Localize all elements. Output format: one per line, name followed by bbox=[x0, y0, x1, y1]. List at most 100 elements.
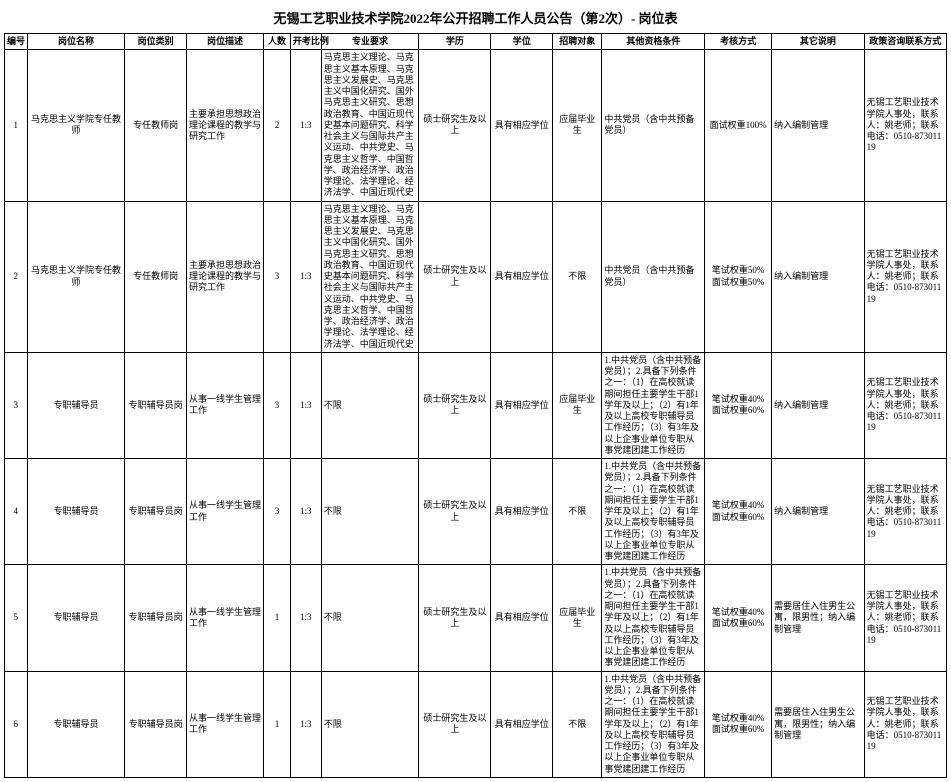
table-cell: 专职辅导员岗 bbox=[125, 352, 187, 458]
table-cell: 纳入编制管理 bbox=[772, 352, 865, 458]
table-cell: 应届毕业生 bbox=[553, 50, 602, 201]
table-cell: 笔试权重40% 面试权重60% bbox=[705, 565, 772, 671]
col-header: 编号 bbox=[5, 34, 28, 50]
table-cell: 纳入编制管理 bbox=[772, 459, 865, 565]
table-cell: 需要居住入住男生公寓，限男性；纳入编制管理 bbox=[772, 671, 865, 777]
table-cell: 马克思主义理论、马克思主义基本原理、马克思主义发展史、马克思主义中国化研究、国外… bbox=[321, 50, 419, 201]
table-cell: 不限 bbox=[553, 459, 602, 565]
table-cell: 专职辅导员岗 bbox=[125, 671, 187, 777]
table-cell: 不限 bbox=[321, 565, 419, 671]
table-cell: 马克思主义理论、马克思主义基本原理、马克思主义发展史、马克思主义中国化研究、国外… bbox=[321, 201, 419, 352]
table-cell: 无锡工艺职业技术学院人事处，联系人：姚老师；联系电话：0510-87301119 bbox=[864, 352, 946, 458]
table-cell: 1:3 bbox=[290, 459, 321, 565]
table-header-row: 编号 岗位名称 岗位类别 岗位描述 人数 开考比例 专业要求 学历 学位 招聘对… bbox=[5, 34, 947, 50]
table-cell: 面试权重100% bbox=[705, 50, 772, 201]
table-cell: 硕士研究生及以上 bbox=[419, 671, 491, 777]
table-cell: 中共党员（含中共预备党员） bbox=[602, 201, 705, 352]
table-cell: 马克思主义学院专任教师 bbox=[27, 50, 125, 201]
col-header: 专业要求 bbox=[321, 34, 419, 50]
table-cell: 1.中共党员（含中共预备党员）；2.具备下列条件之一：（1）在高校就读期间担任主… bbox=[602, 671, 705, 777]
table-cell: 具有相应学位 bbox=[491, 459, 553, 565]
table-cell: 专职辅导员 bbox=[27, 565, 125, 671]
table-cell: 具有相应学位 bbox=[491, 671, 553, 777]
table-cell: 笔试权重40% 面试权重60% bbox=[705, 459, 772, 565]
table-cell: 1:3 bbox=[290, 671, 321, 777]
table-cell: 纳入编制管理 bbox=[772, 50, 865, 201]
table-cell: 硕士研究生及以上 bbox=[419, 565, 491, 671]
table-cell: 从事一线学生管理工作 bbox=[186, 352, 263, 458]
table-cell: 从事一线学生管理工作 bbox=[186, 459, 263, 565]
table-cell: 无锡工艺职业技术学院人事处，联系人：姚老师；联系电话：0510-87301119 bbox=[864, 459, 946, 565]
table-cell: 无锡工艺职业技术学院人事处，联系人：姚老师；联系电话：0510-87301119 bbox=[864, 671, 946, 777]
col-header: 考核方式 bbox=[705, 34, 772, 50]
col-header: 学位 bbox=[491, 34, 553, 50]
table-cell: 1 bbox=[264, 565, 291, 671]
table-cell: 笔试权重40% 面试权重60% bbox=[705, 352, 772, 458]
table-cell: 1.中共党员（含中共预备党员）；2.具备下列条件之一：（1）在高校就读期间担任主… bbox=[602, 352, 705, 458]
table-cell: 专职辅导员岗 bbox=[125, 459, 187, 565]
table-cell: 1 bbox=[264, 671, 291, 777]
table-cell: 主要承担思想政治理论课程的教学与研究工作 bbox=[186, 201, 263, 352]
table-cell: 无锡工艺职业技术学院人事处，联系人：姚老师；联系电话：0510-87301119 bbox=[864, 50, 946, 201]
col-header: 其他资格条件 bbox=[602, 34, 705, 50]
table-cell: 无锡工艺职业技术学院人事处，联系人：姚老师；联系电话：0510-87301119 bbox=[864, 201, 946, 352]
table-cell: 硕士研究生及以上 bbox=[419, 50, 491, 201]
table-cell: 1:3 bbox=[290, 565, 321, 671]
table-cell: 专职辅导员 bbox=[27, 459, 125, 565]
positions-table: 编号 岗位名称 岗位类别 岗位描述 人数 开考比例 专业要求 学历 学位 招聘对… bbox=[4, 33, 947, 778]
table-cell: 3 bbox=[264, 459, 291, 565]
table-cell: 中共党员（含中共预备党员） bbox=[602, 50, 705, 201]
table-cell: 从事一线学生管理工作 bbox=[186, 671, 263, 777]
col-header: 学历 bbox=[419, 34, 491, 50]
table-cell: 不限 bbox=[553, 201, 602, 352]
table-cell: 3 bbox=[264, 352, 291, 458]
col-header: 政策咨询联系方式 bbox=[864, 34, 946, 50]
table-cell: 从事一线学生管理工作 bbox=[186, 565, 263, 671]
table-row: 2马克思主义学院专任教师专任教师岗主要承担思想政治理论课程的教学与研究工作31:… bbox=[5, 201, 947, 352]
col-header: 开考比例 bbox=[290, 34, 321, 50]
table-cell: 具有相应学位 bbox=[491, 50, 553, 201]
table-cell: 1:3 bbox=[290, 201, 321, 352]
table-cell: 具有相应学位 bbox=[491, 352, 553, 458]
table-row: 6专职辅导员专职辅导员岗从事一线学生管理工作11:3不限硕士研究生及以上具有相应… bbox=[5, 671, 947, 777]
table-cell: 专职辅导员 bbox=[27, 352, 125, 458]
table-cell: 具有相应学位 bbox=[491, 201, 553, 352]
table-cell: 需要居住入住男生公寓，限男性；纳入编制管理 bbox=[772, 565, 865, 671]
table-cell: 不限 bbox=[553, 671, 602, 777]
table-cell: 1:3 bbox=[290, 50, 321, 201]
col-header: 岗位描述 bbox=[186, 34, 263, 50]
table-cell: 硕士研究生及以上 bbox=[419, 352, 491, 458]
table-cell: 2 bbox=[264, 50, 291, 201]
col-header: 其它说明 bbox=[772, 34, 865, 50]
table-cell: 硕士研究生及以上 bbox=[419, 459, 491, 565]
table-cell: 专职辅导员岗 bbox=[125, 565, 187, 671]
col-header: 招聘对象 bbox=[553, 34, 602, 50]
table-cell: 无锡工艺职业技术学院人事处，联系人：姚老师；联系电话：0510-87301119 bbox=[864, 565, 946, 671]
table-cell: 笔试权重40% 面试权重60% bbox=[705, 671, 772, 777]
table-cell: 具有相应学位 bbox=[491, 565, 553, 671]
table-row: 4专职辅导员专职辅导员岗从事一线学生管理工作31:3 不限硕士研究生及以上具有相应… bbox=[5, 459, 947, 565]
col-header: 岗位名称 bbox=[27, 34, 125, 50]
table-cell: 专任教师岗 bbox=[125, 201, 187, 352]
table-cell: 不限 bbox=[321, 352, 419, 458]
table-row: 5专职辅导员专职辅导员岗从事一线学生管理工作11:3不限硕士研究生及以上具有相应… bbox=[5, 565, 947, 671]
table-cell: 5 bbox=[5, 565, 28, 671]
table-cell: 1:3 bbox=[290, 352, 321, 458]
table-cell: 1.中共党员（含中共预备党员）；2.具备下列条件之一：（1）在高校就读期间担任主… bbox=[602, 565, 705, 671]
table-cell: 2 bbox=[5, 201, 28, 352]
table-cell: 6 bbox=[5, 671, 28, 777]
table-cell: 纳入编制管理 bbox=[772, 201, 865, 352]
table-row: 3专职辅导员专职辅导员岗从事一线学生管理工作31:3不限硕士研究生及以上具有相应… bbox=[5, 352, 947, 458]
table-row: 1马克思主义学院专任教师专任教师岗主要承担思想政治理论课程的教学与研究工作21:… bbox=[5, 50, 947, 201]
table-cell: 应届毕业生 bbox=[553, 352, 602, 458]
table-cell: 应届毕业生 bbox=[553, 565, 602, 671]
page-title: 无锡工艺职业技术学院2022年公开招聘工作人员公告（第2次）- 岗位表 bbox=[4, 4, 947, 33]
col-header: 岗位类别 bbox=[125, 34, 187, 50]
table-cell: 专任教师岗 bbox=[125, 50, 187, 201]
table-cell: 马克思主义学院专任教师 bbox=[27, 201, 125, 352]
table-cell: 3 bbox=[5, 352, 28, 458]
table-cell: 笔试权重50% 面试权重50% bbox=[705, 201, 772, 352]
table-cell: 4 bbox=[5, 459, 28, 565]
table-cell: 主要承担思想政治理论课程的教学与研究工作 bbox=[186, 50, 263, 201]
table-cell: 硕士研究生及以上 bbox=[419, 201, 491, 352]
